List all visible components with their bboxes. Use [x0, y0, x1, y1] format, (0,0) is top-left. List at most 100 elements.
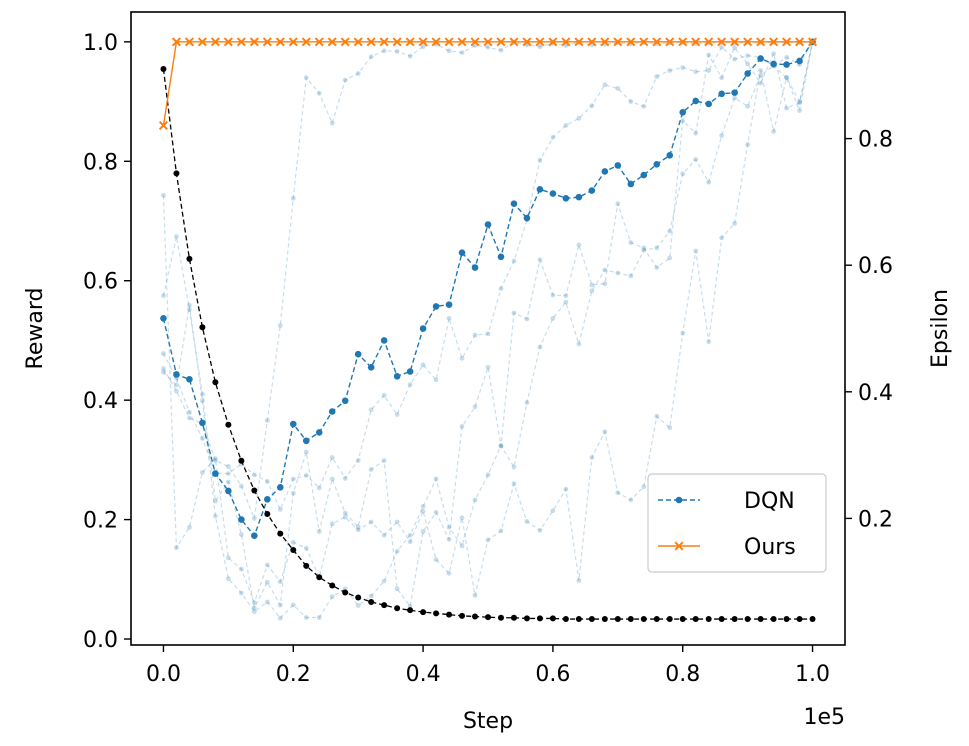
ours-point	[795, 37, 805, 47]
faint-run-point	[706, 179, 712, 185]
faint-run-point	[576, 578, 582, 583]
faint-run-point	[745, 103, 751, 109]
faint-run-point	[264, 418, 270, 423]
dqn-point	[432, 303, 440, 310]
dqn-point	[588, 187, 596, 194]
faint-run-point	[654, 74, 660, 79]
faint-run-point	[719, 133, 725, 139]
faint-run-point	[200, 470, 205, 475]
epsilon-point	[290, 547, 297, 554]
faint-run-point	[680, 171, 686, 177]
faint-run-point	[355, 527, 361, 533]
epsilon-point	[809, 616, 816, 623]
faint-run-point	[433, 557, 439, 563]
faint-run-point	[342, 475, 348, 481]
epsilon-point	[251, 487, 258, 494]
faint-run-point	[745, 142, 751, 147]
faint-run-point	[251, 516, 257, 521]
epsilon-point	[666, 616, 673, 623]
x-axis-multiplier: 1e5	[803, 705, 845, 730]
ours-point	[574, 37, 584, 47]
faint-run-point	[420, 504, 426, 509]
epsilon-point	[225, 421, 232, 428]
y-left-tick-label: 0.4	[83, 389, 118, 414]
faint-run-point	[264, 478, 270, 484]
dqn-point	[666, 152, 674, 159]
faint-run-point	[225, 471, 231, 477]
faint-run-point	[550, 135, 556, 140]
ours-point	[262, 37, 272, 47]
faint-run-point	[420, 44, 426, 50]
faint-run-point	[563, 486, 569, 492]
faint-run-point	[667, 255, 673, 261]
dqn-point	[289, 420, 297, 428]
x-axis-label: Step	[463, 709, 513, 734]
legend-box	[647, 473, 827, 573]
faint-run-point	[719, 44, 725, 50]
faint-run-point	[641, 103, 647, 109]
ours-point	[548, 37, 558, 47]
legend-marker-dot	[675, 496, 683, 504]
epsilon-point	[744, 616, 751, 623]
faint-run-point	[161, 366, 166, 371]
ours-point	[275, 37, 285, 47]
faint-run-point	[394, 519, 400, 525]
faint-run-point	[667, 228, 673, 234]
faint-run-point	[420, 508, 426, 514]
y-left-tick-label: 0.6	[83, 270, 118, 295]
ours-point	[613, 37, 623, 47]
ours-point	[236, 37, 246, 47]
faint-run-point	[472, 404, 478, 410]
faint-run-point	[238, 590, 244, 596]
faint-run-point	[161, 351, 166, 356]
ours-point	[587, 37, 597, 47]
faint-run-point	[381, 578, 387, 584]
ours-point	[600, 37, 610, 47]
epsilon-point	[186, 255, 193, 262]
faint-run-point	[485, 472, 491, 478]
faint-run-point	[433, 377, 439, 383]
epsilon-point	[316, 574, 323, 581]
dqn-point	[718, 90, 725, 98]
ours-point	[639, 37, 649, 47]
dqn-point	[328, 408, 336, 415]
faint-run-point	[511, 310, 517, 316]
y-left-tick-label: 1.0	[83, 31, 118, 56]
faint-run-point	[187, 409, 192, 415]
faint-run-point	[264, 562, 270, 568]
faint-run-point	[615, 201, 621, 207]
faint-run-point	[407, 382, 413, 388]
faint-run-point	[174, 545, 179, 551]
faint-run-point	[251, 609, 257, 614]
dqn-point	[445, 301, 453, 308]
dqn-point	[705, 100, 712, 108]
faint-run-point	[381, 458, 387, 463]
ours-point	[197, 37, 207, 47]
epsilon-point	[705, 616, 712, 623]
faint-run-point	[498, 528, 504, 534]
faint-run-point	[200, 398, 205, 404]
faint-run-point	[589, 103, 595, 109]
faint-run-point	[355, 524, 361, 530]
faint-run-point	[537, 344, 543, 350]
faint-run-point	[329, 521, 335, 527]
y-right-tick-label: 0.4	[858, 381, 893, 406]
faint-run-point	[615, 270, 621, 276]
epsilon-point	[342, 589, 349, 596]
ours-point	[730, 37, 740, 47]
faint-run-point	[459, 515, 465, 521]
epsilon-point	[614, 616, 621, 623]
epsilon-point	[497, 614, 504, 621]
faint-run-point	[498, 47, 504, 53]
ours-point	[626, 37, 636, 47]
faint-run-point	[174, 388, 179, 394]
dqn-point	[783, 61, 790, 68]
faint-run-point	[290, 602, 296, 608]
faint-run-point	[238, 566, 244, 572]
faint-run-line	[163, 41, 814, 620]
dqn-point	[744, 70, 751, 77]
dqn-point	[367, 364, 375, 371]
faint-run-point	[251, 605, 257, 611]
faint-run-point	[303, 545, 309, 551]
